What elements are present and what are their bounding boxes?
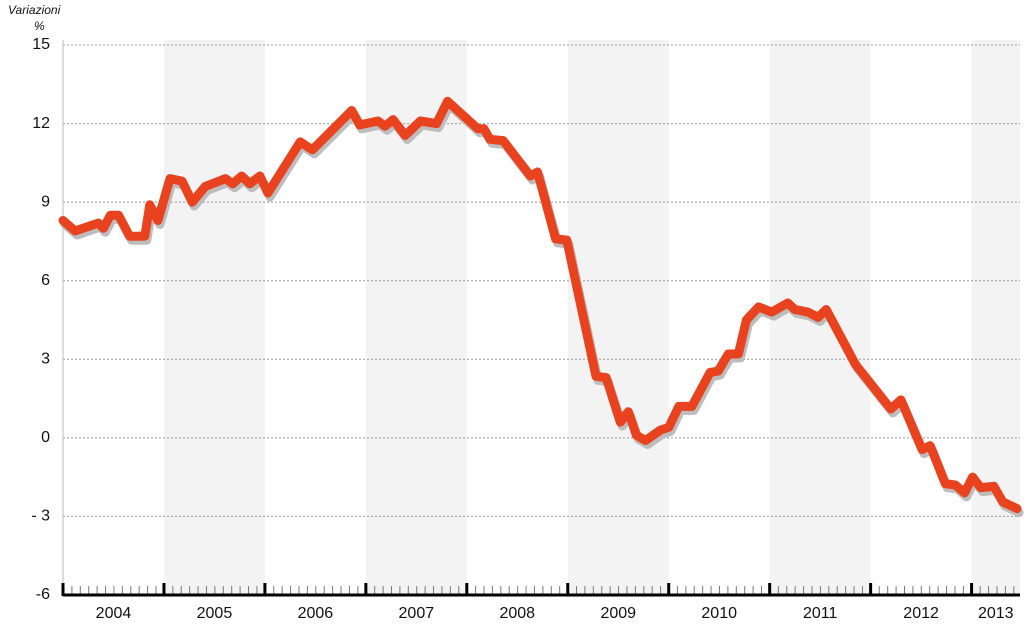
minor-ticks — [63, 584, 1020, 596]
y-tick-label: 3 — [41, 351, 50, 368]
x-tick-label: 2006 — [298, 605, 334, 622]
year-bands — [163, 40, 1020, 595]
y-tick-label: 0 — [41, 429, 50, 446]
line — [58, 96, 1022, 514]
y-axis-unit: % — [34, 19, 45, 33]
y-tick-label: -6 — [36, 586, 50, 603]
y-tick-label: 6 — [41, 272, 50, 289]
y-tick-label: 12 — [32, 115, 50, 132]
x-tick-label: 2010 — [701, 605, 737, 622]
x-tick-label: 2012 — [903, 605, 939, 622]
x-tick-label: 2005 — [197, 605, 233, 622]
x-tick-label: 2004 — [96, 605, 132, 622]
x-tick-label: 2007 — [399, 605, 435, 622]
y-axis-label: Variazioni — [8, 3, 61, 17]
x-tick-label: 2011 — [803, 605, 838, 622]
y-tick-label: - 3 — [31, 508, 50, 525]
y-tick-label: 9 — [41, 193, 50, 210]
y-tick-label: 15 — [32, 36, 50, 53]
x-tick-label: 2008 — [499, 605, 535, 622]
year-band — [163, 40, 265, 595]
plot — [58, 96, 1024, 518]
x-tick-label: 2009 — [600, 605, 636, 622]
x-tick-label: 2013 — [978, 605, 1014, 622]
grid — [62, 40, 1020, 595]
